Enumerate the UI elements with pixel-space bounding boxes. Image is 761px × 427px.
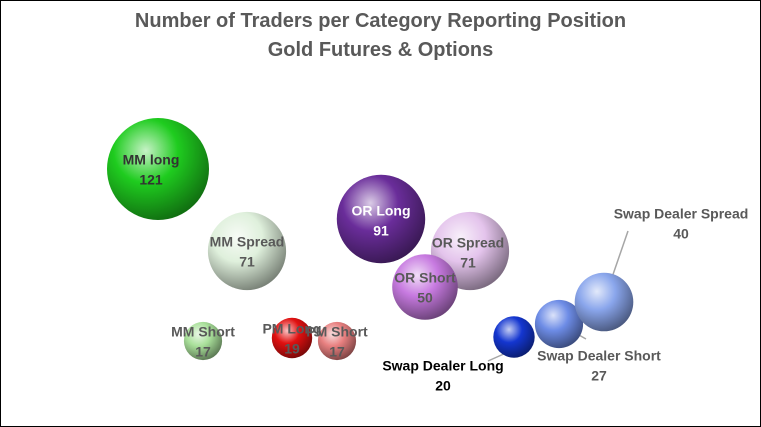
bubble-swap-dealer-spread	[574, 272, 634, 332]
bubble-label-swap-dealer-long: Swap Dealer Long	[382, 358, 503, 374]
bubble-label-pm-short: PM Short	[306, 324, 368, 340]
bubble-value-or-spread: 71	[460, 255, 476, 271]
bubble-labels: MM long 121 MM Spread 71 MM Short 17 PM Long 19…	[123, 152, 749, 394]
bubble-value-or-short: 50	[417, 290, 433, 306]
bubble-value-mm-short: 17	[195, 344, 211, 360]
bubbles	[107, 118, 634, 361]
bubble-value-swap-dealer-short: 27	[591, 368, 607, 384]
bubble-label-mm-long: MM long	[123, 152, 180, 168]
bubble-or-long	[336, 174, 426, 264]
chart-title-block: Number of Traders per Category Reporting…	[1, 7, 760, 65]
bubble-value-swap-dealer-spread: 40	[673, 226, 689, 242]
bubble-label-swap-dealer-short: Swap Dealer Short	[537, 348, 661, 364]
bubble-label-or-short: OR Short	[394, 270, 456, 286]
bubble-label-pm-long: PM Long	[262, 321, 321, 337]
bubble-label-mm-short: MM Short	[171, 324, 235, 340]
bubble-pm-short	[317, 321, 357, 361]
bubble-pm-long	[271, 317, 313, 359]
chart-subtitle: Gold Futures & Options	[267, 39, 494, 61]
bubble-swap-dealer-long	[493, 316, 535, 358]
bubble-swap-dealer-short	[534, 299, 584, 349]
chart-title: Number of Traders per Category Reporting…	[134, 10, 627, 32]
bubble-value-pm-short: 17	[329, 344, 345, 360]
bubble-value-pm-long: 19	[284, 341, 300, 357]
bubble-mm-spread	[207, 211, 287, 291]
bubble-value-mm-long: 121	[139, 172, 163, 188]
bubble-value-or-long: 91	[373, 223, 389, 239]
bubble-mm-short	[183, 321, 223, 361]
bubble-or-short	[392, 254, 458, 320]
bubble-mm-long	[107, 118, 209, 220]
bubble-value-mm-spread: 71	[239, 254, 255, 270]
bubble-value-swap-dealer-long: 20	[435, 378, 451, 394]
bubble-label-mm-spread: MM Spread	[210, 234, 285, 250]
bubble-label-or-long: OR Long	[351, 203, 410, 219]
bubble-label-or-spread: OR Spread	[432, 235, 504, 251]
bubble-label-swap-dealer-spread: Swap Dealer Spread	[614, 206, 749, 222]
